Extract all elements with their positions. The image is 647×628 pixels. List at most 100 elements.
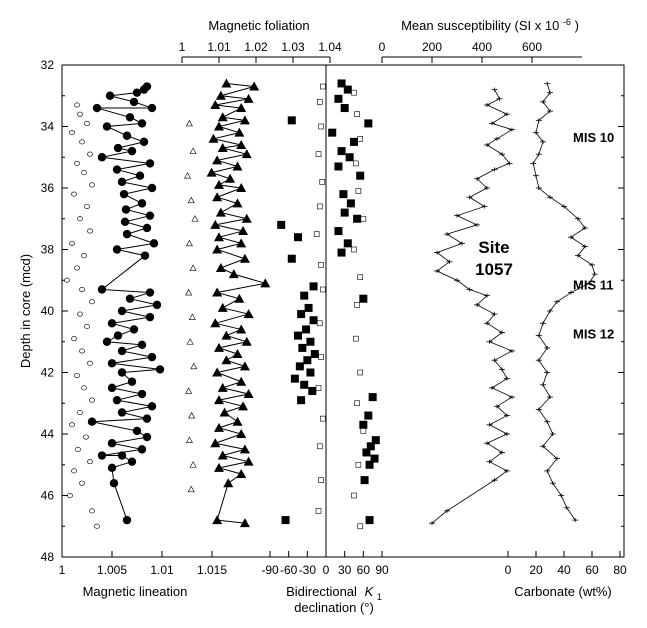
lineation-point <box>87 417 97 426</box>
lineation-point <box>67 492 73 498</box>
declination-point <box>357 136 364 142</box>
y-tick-label: 40 <box>41 304 55 318</box>
lineation-point <box>122 515 132 525</box>
declination-point <box>303 356 312 365</box>
lineation-point <box>79 139 85 145</box>
foliation-point <box>239 518 250 528</box>
lineation-marks <box>64 82 165 529</box>
declination-point <box>297 310 306 319</box>
declination-point <box>334 94 343 103</box>
foliation-point <box>217 302 228 312</box>
foliation-point <box>241 149 252 159</box>
foliation-point <box>241 336 252 346</box>
declination-point <box>295 362 304 371</box>
lineation-point <box>137 389 147 399</box>
lineation-point <box>105 91 115 100</box>
foliation-point <box>215 90 226 100</box>
y-tick-label: 38 <box>41 243 55 257</box>
declination-point <box>318 354 324 360</box>
lineation-point <box>112 395 122 405</box>
lineation-point <box>112 245 122 254</box>
lineation-point <box>64 277 70 283</box>
foliation-tick-label: 1.01 <box>207 40 231 54</box>
lineation-point <box>147 183 157 193</box>
lineation-tick-label: 1.01 <box>150 563 174 577</box>
declination-point <box>298 343 307 352</box>
lineation-point <box>107 319 117 328</box>
y-axis: 32 34 36 38 40 42 44 46 48 <box>41 58 624 564</box>
declination-point <box>318 123 324 130</box>
declination-point <box>370 454 379 463</box>
declination-point <box>346 199 355 208</box>
site-label-line2: 1057 <box>475 260 513 279</box>
foliation-tick-label: 1 <box>179 40 186 54</box>
foliation-point <box>236 468 247 478</box>
foliation-point <box>241 213 252 223</box>
lineation-point <box>77 216 83 222</box>
susceptibility-xlabel-sup: -6 <box>563 17 571 27</box>
y-tick-label: 42 <box>41 366 55 380</box>
declination-point <box>308 386 317 395</box>
foliation-point <box>188 313 196 320</box>
susceptibility-tick-label: 600 <box>522 40 542 54</box>
lineation-point <box>107 463 117 473</box>
lineation-xlabel: Magnetic lineation <box>83 584 188 599</box>
declination-point <box>354 400 360 407</box>
lineation-point <box>81 385 87 391</box>
declination-tick-label: 90 <box>375 563 389 577</box>
declination-point <box>353 160 359 167</box>
foliation-tick-label: 1.02 <box>244 40 268 54</box>
lineation-point <box>97 451 107 460</box>
foliation-point <box>214 342 224 352</box>
y-axis-label: Depth in core (mcd) <box>18 254 33 368</box>
lineation-point <box>129 97 139 107</box>
foliation-point <box>243 309 254 319</box>
foliation-point <box>214 179 224 189</box>
foliation-point <box>238 226 249 236</box>
foliation-point <box>212 367 223 377</box>
declination-marks <box>277 65 380 557</box>
lineation-point <box>107 359 117 368</box>
foliation-point <box>236 376 247 386</box>
carbonate-tick-label: 20 <box>529 563 543 577</box>
declination-point <box>337 248 346 257</box>
lineation-point <box>112 165 122 174</box>
declination-point <box>351 89 357 96</box>
lineation-point <box>137 445 147 454</box>
lineation-axis: 1 1.005 1.01 1.015 <box>59 551 227 577</box>
declination-point <box>356 171 365 180</box>
lineation-point <box>139 137 149 147</box>
foliation-point <box>208 133 219 143</box>
lineation-point <box>125 113 135 122</box>
declination-point <box>359 420 368 429</box>
foliation-point <box>243 389 254 399</box>
foliation-point <box>185 288 193 296</box>
declination-point <box>343 85 352 94</box>
foliation-marks <box>184 78 271 528</box>
lineation-point <box>87 228 93 234</box>
carbonate-series-line <box>532 83 596 521</box>
lineation-point <box>137 199 147 208</box>
lineation-point <box>142 414 152 423</box>
lineation-point <box>113 331 123 340</box>
lineation-point <box>74 265 80 271</box>
foliation-point <box>232 198 243 208</box>
susceptibility-xlabel-main: Mean susceptibility (SI x 10 <box>401 18 559 33</box>
declination-point <box>354 302 360 308</box>
lineation-point <box>125 294 135 303</box>
y-tick-label: 34 <box>41 120 55 134</box>
declination-point <box>316 99 323 105</box>
declination-point <box>290 374 299 383</box>
lineation-point <box>129 325 139 334</box>
declination-point <box>302 325 311 334</box>
declination-point <box>360 476 369 485</box>
lineation-point <box>87 360 93 366</box>
foliation-point <box>236 103 247 113</box>
lineation-point <box>87 459 93 465</box>
declination-point <box>318 477 324 483</box>
lineation-point <box>113 143 123 153</box>
y-tick-label: 44 <box>41 427 55 441</box>
declination-point <box>355 188 362 194</box>
lineation-point <box>89 182 95 188</box>
declination-point <box>306 368 315 377</box>
